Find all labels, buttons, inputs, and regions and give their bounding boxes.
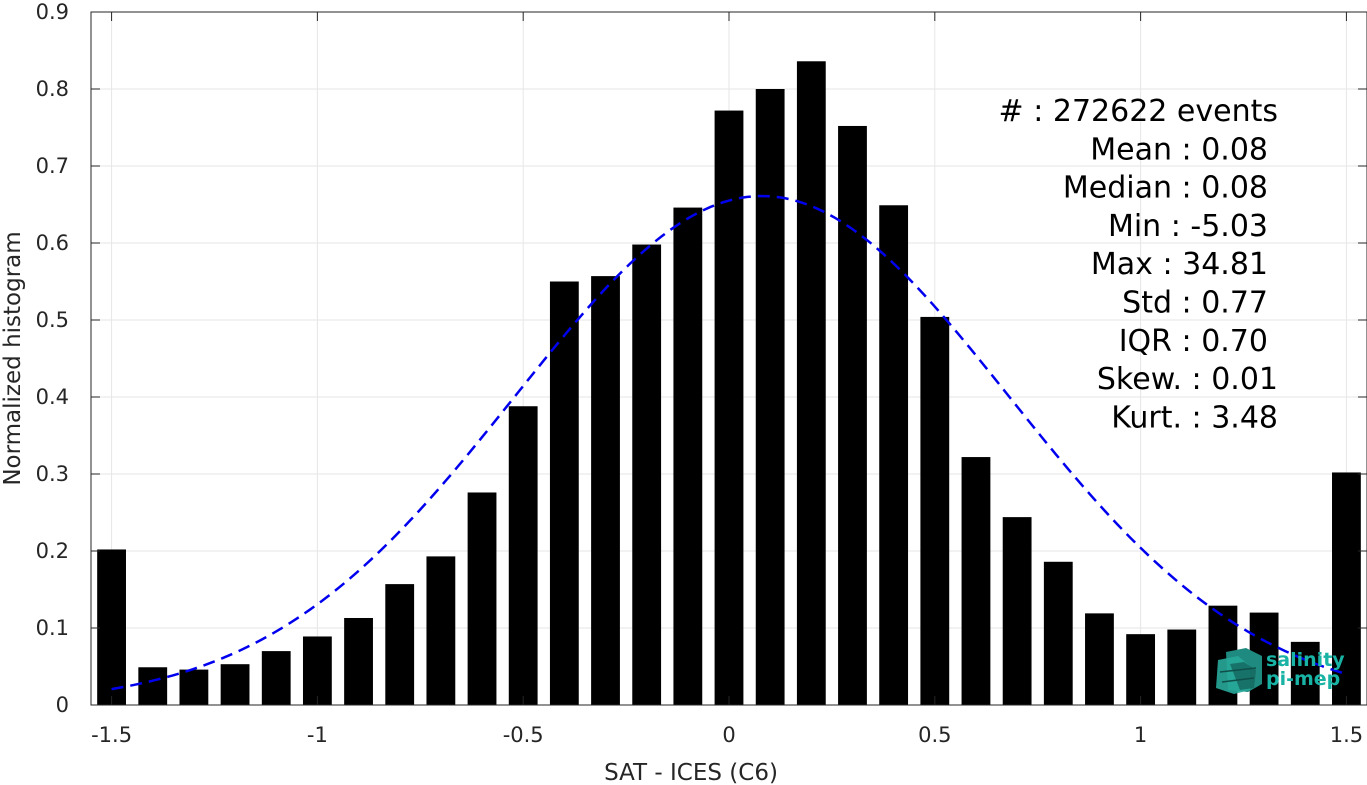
cube-logo-icon xyxy=(1216,648,1262,694)
y-axis-label: Normalized histogram xyxy=(0,231,26,485)
y-tick-label: 0.5 xyxy=(36,308,69,332)
histogram-bar-9 xyxy=(467,492,497,705)
y-tick-label: 0.2 xyxy=(36,539,69,563)
histogram-bar-21 xyxy=(961,457,991,705)
histogram-bar-3 xyxy=(220,664,250,705)
histogram-bar-0 xyxy=(97,549,126,705)
histogram-bar-16 xyxy=(755,89,785,705)
stat-line: Std : 0.77 xyxy=(1122,286,1268,321)
histogram-bar-17 xyxy=(796,61,826,705)
y-tick-label: 0.6 xyxy=(36,231,69,255)
y-tick-labels: 0 0.1 0.2 0.3 0.4 0.5 0.6 0.7 0.8 0.9 xyxy=(36,0,69,717)
stat-line: IQR : 0.70 xyxy=(1119,324,1268,359)
x-tick-label: -0.5 xyxy=(503,723,544,747)
axis-ticks xyxy=(91,11,1367,706)
histogram-bar-10 xyxy=(508,406,538,705)
stat-line: # : 272622 events xyxy=(999,94,1278,129)
stat-line: Max : 34.81 xyxy=(1091,247,1268,282)
y-tick-label: 0.8 xyxy=(36,77,69,101)
histogram-bar-20 xyxy=(920,316,950,705)
y-tick-label: 0.3 xyxy=(36,462,69,486)
x-tick-label: 0.5 xyxy=(918,723,951,747)
histogram-bar-8 xyxy=(426,556,456,705)
logo-line-1: salinity xyxy=(1266,649,1345,671)
histogram-bar-30 xyxy=(1332,472,1361,705)
stat-line: Kurt. : 3.48 xyxy=(1111,400,1278,435)
histogram-bar-14 xyxy=(673,207,703,705)
stat-line: Mean : 0.08 xyxy=(1090,132,1268,167)
histogram-bar-13 xyxy=(632,244,662,706)
y-tick-label: 0 xyxy=(56,693,69,717)
histogram-bar-6 xyxy=(344,617,373,705)
histogram-bar-22 xyxy=(1002,517,1032,705)
y-tick-label: 0.9 xyxy=(36,0,69,24)
stat-line: Skew. : 0.01 xyxy=(1097,362,1278,397)
histogram-bar-1 xyxy=(138,667,168,705)
x-axis-label: SAT - ICES (C6) xyxy=(604,760,778,785)
histogram-bar-24 xyxy=(1085,613,1114,705)
x-tick-label: 1.5 xyxy=(1330,723,1363,747)
histogram-bar-5 xyxy=(302,636,332,705)
stat-line: Median : 0.08 xyxy=(1063,171,1268,206)
x-tick-labels: -1.5 -1 -0.5 0 0.5 1 1.5 xyxy=(91,723,1363,747)
histogram-bar-4 xyxy=(261,651,291,705)
stat-line: Min : -5.03 xyxy=(1108,209,1268,244)
histogram-bar-12 xyxy=(591,276,620,705)
salinity-pimep-logo: salinity pi-mep xyxy=(1216,648,1345,694)
x-tick-label: 0 xyxy=(722,723,735,747)
y-tick-label: 0.4 xyxy=(36,385,69,409)
histogram-bar-18 xyxy=(838,125,867,705)
histogram-bar-25 xyxy=(1126,634,1156,705)
histogram-bar-19 xyxy=(879,205,909,705)
x-tick-label: 1 xyxy=(1134,723,1147,747)
histogram-bar-26 xyxy=(1167,629,1197,705)
histogram-bar-23 xyxy=(1043,561,1073,705)
logo-line-2: pi-mep xyxy=(1266,668,1340,690)
y-tick-label: 0.7 xyxy=(36,154,69,178)
histogram-bar-29 xyxy=(1290,641,1320,705)
y-tick-label: 0.1 xyxy=(36,616,69,640)
histogram-bar-2 xyxy=(179,669,209,705)
x-tick-label: -1 xyxy=(307,723,328,747)
x-tick-label: -1.5 xyxy=(91,723,132,747)
histogram-bar-15 xyxy=(714,110,744,705)
gaussian-fit xyxy=(111,194,1347,691)
histogram-bar-7 xyxy=(385,584,415,705)
gaussian-fit-curve xyxy=(111,194,1347,691)
histogram-bar-11 xyxy=(549,281,579,705)
